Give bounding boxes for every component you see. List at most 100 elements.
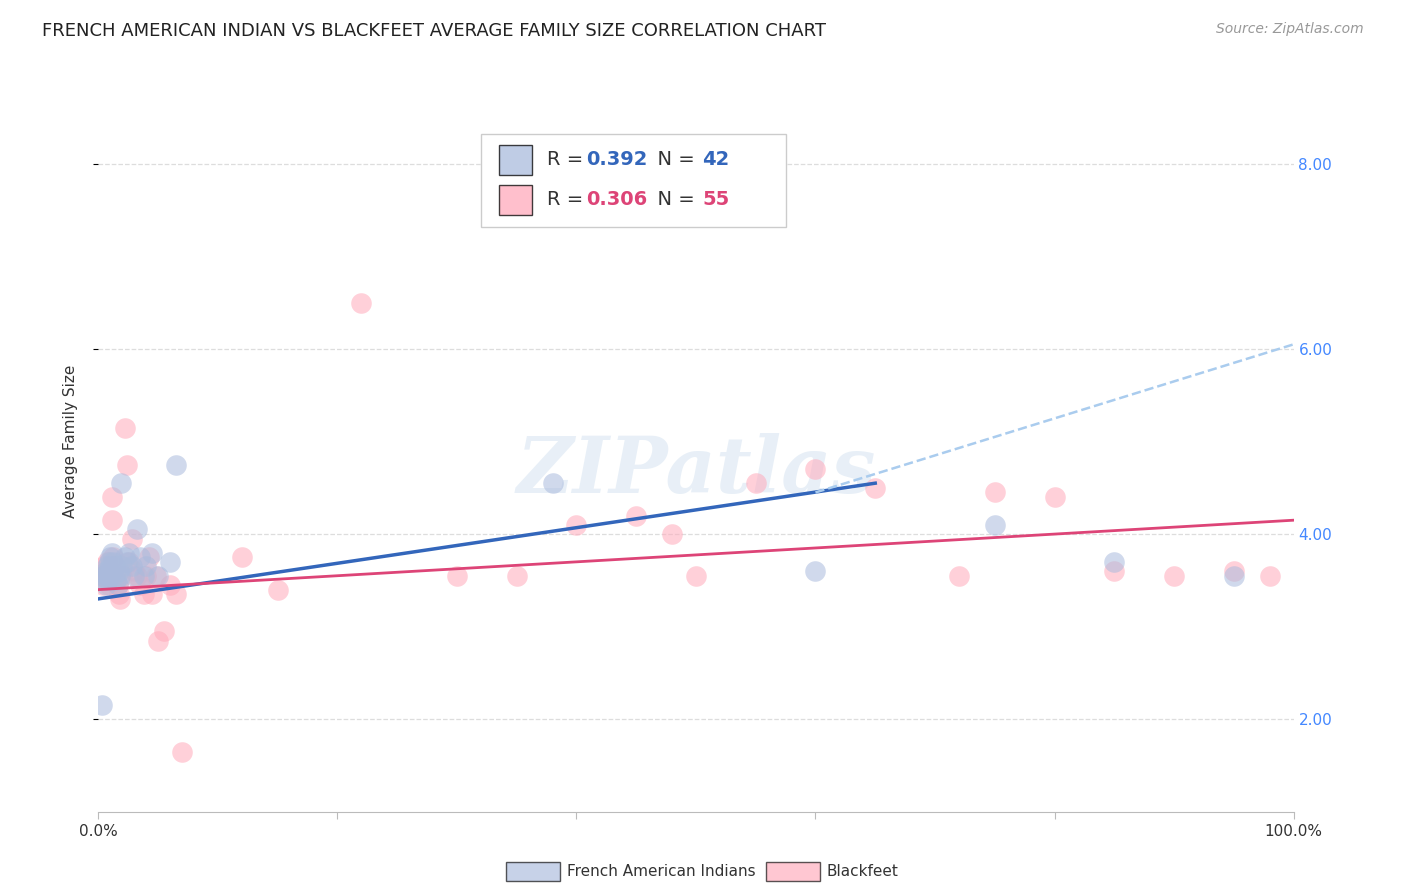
Point bbox=[165, 458, 187, 472]
Point bbox=[159, 578, 181, 592]
Point bbox=[98, 578, 121, 592]
Point bbox=[153, 624, 176, 639]
Point bbox=[129, 550, 152, 565]
Point bbox=[101, 555, 124, 569]
Point bbox=[98, 555, 121, 569]
Point bbox=[804, 462, 827, 476]
Point bbox=[93, 574, 115, 588]
Text: ZIPatlas: ZIPatlas bbox=[516, 433, 876, 509]
Point bbox=[96, 559, 118, 574]
Point bbox=[97, 564, 120, 578]
Point bbox=[804, 564, 827, 578]
Point bbox=[1163, 568, 1185, 582]
Point bbox=[145, 568, 167, 582]
Point bbox=[446, 568, 468, 582]
Text: N =: N = bbox=[644, 150, 700, 169]
Point bbox=[91, 568, 114, 582]
Point bbox=[96, 568, 118, 582]
Point bbox=[1223, 564, 1246, 578]
Text: FRENCH AMERICAN INDIAN VS BLACKFEET AVERAGE FAMILY SIZE CORRELATION CHART: FRENCH AMERICAN INDIAN VS BLACKFEET AVER… bbox=[42, 22, 827, 40]
Point bbox=[118, 555, 141, 569]
Point bbox=[1258, 568, 1281, 582]
Point bbox=[101, 550, 124, 565]
Point bbox=[104, 559, 127, 574]
Point bbox=[135, 559, 157, 574]
Point bbox=[103, 568, 125, 582]
Point bbox=[93, 559, 115, 574]
Point bbox=[267, 582, 290, 597]
Point bbox=[350, 295, 373, 310]
Point bbox=[148, 633, 170, 648]
Point bbox=[121, 559, 143, 574]
Point bbox=[94, 568, 117, 582]
Text: Blackfeet: Blackfeet bbox=[827, 864, 898, 879]
Point bbox=[159, 555, 181, 569]
Point bbox=[506, 568, 529, 582]
Point bbox=[100, 490, 122, 504]
Point bbox=[231, 550, 253, 565]
Point bbox=[541, 476, 564, 491]
Point bbox=[103, 568, 125, 582]
Point bbox=[661, 527, 683, 541]
Point bbox=[107, 578, 129, 592]
Point bbox=[138, 550, 160, 565]
Text: 42: 42 bbox=[702, 150, 730, 169]
Point bbox=[104, 559, 127, 574]
Point bbox=[98, 568, 121, 582]
Point bbox=[165, 587, 187, 601]
Point bbox=[115, 555, 138, 569]
Text: French American Indians: French American Indians bbox=[567, 864, 755, 879]
Point bbox=[125, 523, 148, 537]
Point bbox=[1104, 555, 1126, 569]
Point bbox=[97, 574, 120, 588]
Point bbox=[984, 485, 1007, 500]
Point bbox=[107, 587, 129, 601]
Point bbox=[1043, 490, 1066, 504]
FancyBboxPatch shape bbox=[499, 145, 533, 175]
Point bbox=[132, 587, 155, 601]
Point bbox=[172, 745, 194, 759]
Text: 0.392: 0.392 bbox=[586, 150, 647, 169]
Point bbox=[98, 559, 122, 574]
Text: R =: R = bbox=[547, 150, 589, 169]
Point bbox=[124, 568, 146, 582]
Point bbox=[125, 568, 148, 582]
Point bbox=[107, 564, 129, 578]
Point bbox=[115, 458, 138, 472]
Text: N =: N = bbox=[644, 190, 700, 210]
Point bbox=[94, 564, 117, 578]
Point bbox=[98, 550, 122, 565]
Point bbox=[132, 568, 155, 582]
Point bbox=[984, 517, 1007, 532]
Point bbox=[148, 568, 170, 582]
Text: 55: 55 bbox=[702, 190, 730, 210]
Point bbox=[91, 568, 114, 582]
Point bbox=[745, 476, 768, 491]
Point bbox=[118, 546, 141, 560]
Point bbox=[100, 564, 122, 578]
Point bbox=[111, 568, 134, 582]
Point bbox=[141, 546, 163, 560]
Point bbox=[1223, 568, 1246, 582]
Point bbox=[141, 587, 163, 601]
Point bbox=[94, 578, 117, 592]
Point bbox=[100, 546, 122, 560]
Point bbox=[124, 564, 146, 578]
Point bbox=[626, 508, 648, 523]
Point bbox=[1104, 564, 1126, 578]
Point bbox=[96, 555, 118, 569]
Point bbox=[97, 574, 120, 588]
Point bbox=[121, 532, 143, 546]
Point bbox=[129, 578, 152, 592]
Point bbox=[91, 698, 114, 713]
Point bbox=[100, 513, 122, 527]
Point bbox=[98, 564, 122, 578]
Point bbox=[865, 481, 887, 495]
Point bbox=[105, 574, 128, 588]
FancyBboxPatch shape bbox=[481, 135, 786, 227]
Point bbox=[91, 578, 114, 592]
Y-axis label: Average Family Size: Average Family Size bbox=[63, 365, 77, 518]
Point bbox=[685, 568, 707, 582]
Point bbox=[135, 568, 157, 582]
Point bbox=[105, 574, 128, 588]
